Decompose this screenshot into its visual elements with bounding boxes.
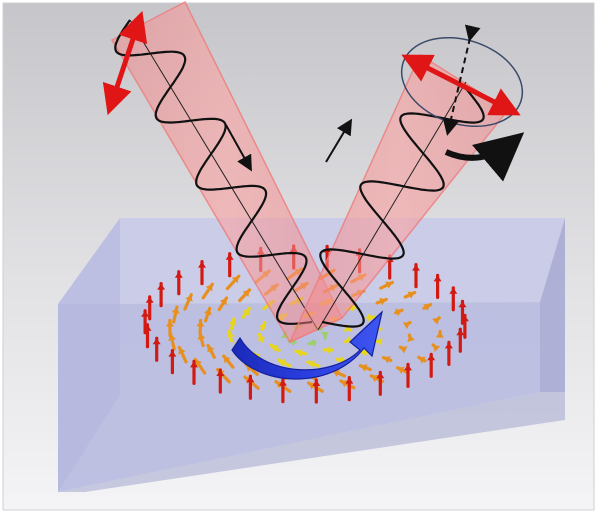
spin-arrow-head xyxy=(383,356,391,364)
reflected-beam xyxy=(288,24,525,344)
spin-arrow-head xyxy=(340,380,348,388)
rotation-arrow xyxy=(444,132,525,182)
spin-arrow-head xyxy=(271,345,279,352)
minor-axis-arrow xyxy=(442,24,481,136)
spin-arrow-head xyxy=(216,370,225,376)
spin-arrow-head xyxy=(178,347,186,355)
spin-arrow-head xyxy=(407,291,415,299)
spin-arrow-head xyxy=(423,304,431,311)
spin-arrow-head xyxy=(385,281,393,289)
spin-arrow-head xyxy=(190,361,198,368)
spin-arrow-head xyxy=(407,335,415,342)
incident-direction-arrow xyxy=(225,124,252,172)
spin-arrow-head xyxy=(195,359,202,367)
curl-arrow-body xyxy=(231,310,384,380)
spin-arrow-head xyxy=(432,317,440,325)
spin-arrow-head xyxy=(225,253,234,260)
spin-arrow-head xyxy=(205,284,213,292)
spin-arrow-head xyxy=(412,264,420,271)
spin-arrow-head xyxy=(295,348,303,357)
spin-arrow-head xyxy=(427,354,436,361)
spin-arrow-head xyxy=(449,287,458,294)
spin-arrow-head xyxy=(444,342,453,349)
spin-arrow-head xyxy=(371,374,379,383)
spin-arrow-head xyxy=(308,338,316,347)
spin-arrow-head xyxy=(343,324,351,332)
spin-arrow-head xyxy=(174,271,183,278)
spin-arrow-head xyxy=(246,376,255,383)
spin-arrow-head xyxy=(185,294,193,302)
spin-arrow-head xyxy=(152,338,161,345)
spin-arrow-head xyxy=(258,322,267,330)
spin-arrow-head xyxy=(435,331,444,338)
incident-polarization-arrow xyxy=(102,10,148,116)
spin-arrow-head xyxy=(402,322,410,330)
spin-arrow-head xyxy=(226,331,235,338)
spin-arrow-head xyxy=(258,334,266,342)
spin-arrow-head xyxy=(207,345,215,353)
spin-arrow-head xyxy=(376,337,383,346)
spin-arrow-head xyxy=(312,380,321,386)
spin-arrow-head xyxy=(168,350,177,357)
spin-arrow-head xyxy=(433,344,441,352)
spin-arrow-head xyxy=(367,313,374,322)
spin-arrow-head xyxy=(278,359,286,367)
spin-arrow-head xyxy=(196,320,205,327)
spin-arrow-head xyxy=(219,298,227,306)
spin-arrow-head xyxy=(460,315,469,322)
spin-arrow-head xyxy=(141,310,150,317)
spin-arrow-head xyxy=(397,366,405,374)
spin-arrow-head xyxy=(278,379,287,386)
spin-arrow-head xyxy=(433,275,442,282)
spin-arrow-head xyxy=(404,364,412,371)
incident-wave xyxy=(114,19,313,325)
spin-arrow-head xyxy=(321,332,329,338)
spin-arrow-head xyxy=(379,297,387,306)
spin-arrow-head xyxy=(324,346,331,355)
slab-left-face xyxy=(58,218,120,492)
slab-right-face xyxy=(540,218,565,392)
slab-front-face xyxy=(58,302,540,492)
incident-beam-axis xyxy=(129,19,319,331)
reflected-direction-arrow xyxy=(325,118,353,163)
spin-arrow-head xyxy=(204,308,212,316)
spin-arrow-head xyxy=(400,346,408,354)
chirality-curl-arrow xyxy=(231,310,384,380)
spin-arrow-head xyxy=(231,276,239,284)
spin-arrow-head xyxy=(458,301,467,308)
spin-arrow-head xyxy=(456,329,465,336)
spin-arrow-head xyxy=(171,307,180,314)
spin-arrow-head xyxy=(228,319,237,326)
spin-arrow-head xyxy=(242,308,250,316)
spin-arrow-head xyxy=(307,360,315,368)
spin-arrow-head xyxy=(165,320,174,327)
spin-arrow-head xyxy=(376,372,385,379)
spin-arrow-head xyxy=(360,364,368,372)
spin-arrow-head xyxy=(360,348,367,357)
spin-arrow-head xyxy=(198,261,206,268)
spin-arrow-head xyxy=(418,356,426,364)
slab-bottom-shadow xyxy=(58,392,565,492)
spin-arrow-head xyxy=(145,296,154,303)
spin-arrow-head xyxy=(345,377,354,384)
spin-arrow-head xyxy=(242,289,250,297)
spin-arrow-head xyxy=(157,283,166,290)
spin-arrow-head xyxy=(197,333,206,340)
spin-arrow-head xyxy=(395,308,402,317)
spin-arrow-head xyxy=(223,356,231,364)
